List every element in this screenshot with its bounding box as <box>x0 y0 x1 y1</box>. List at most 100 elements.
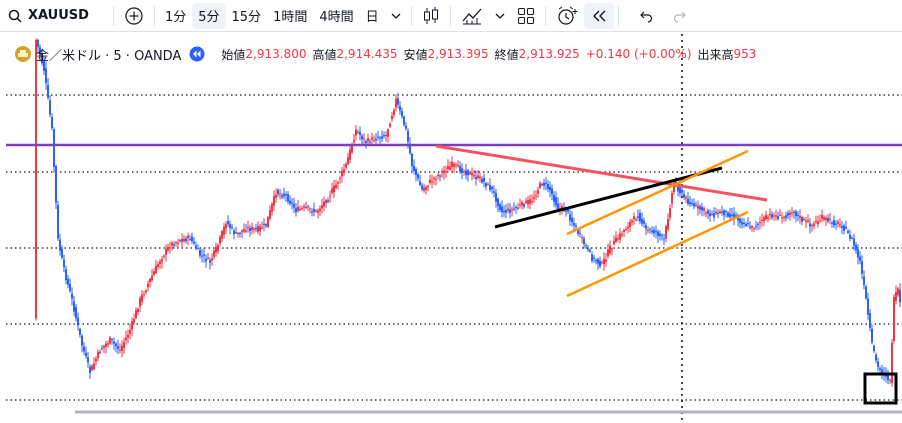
candle-body-30 <box>93 363 95 369</box>
interval-15m[interactable]: 15分 <box>231 10 262 25</box>
candle-body-270 <box>573 223 575 226</box>
ascending-trendline[interactable] <box>494 166 723 229</box>
channel-lower-line[interactable] <box>566 210 749 298</box>
interval-5m[interactable]: 5分 <box>192 2 226 29</box>
candle-body-11 <box>55 166 57 203</box>
candle-body-25 <box>83 346 85 352</box>
price-chart[interactable] <box>0 32 902 423</box>
candle-body-223 <box>479 176 481 179</box>
interval-1m[interactable]: 1分 <box>164 10 187 25</box>
candle-body-105 <box>243 229 245 232</box>
candle-body-147 <box>327 199 329 202</box>
candle-body-2 <box>37 40 39 48</box>
candle-body-248 <box>529 199 531 204</box>
candle-body-51 <box>135 310 137 319</box>
candle-body-103 <box>239 232 241 234</box>
candle-body-39 <box>111 339 113 341</box>
alert-button[interactable] <box>550 3 584 29</box>
redo-button[interactable] <box>667 3 695 29</box>
candle-body-378 <box>789 212 791 215</box>
candle-body-146 <box>325 200 327 203</box>
candle-body-196 <box>425 186 427 190</box>
candle-body-5 <box>43 61 45 71</box>
candle-body-334 <box>701 207 703 211</box>
candle-body-131 <box>295 208 297 212</box>
toolbar-divider <box>544 5 546 26</box>
candle-body-16 <box>65 269 67 281</box>
candle-body-66 <box>165 248 167 255</box>
candle-body-409 <box>851 237 853 239</box>
chevron-down-icon <box>495 13 505 19</box>
candle-body-200 <box>433 178 435 179</box>
candle-body-341 <box>715 211 717 214</box>
candle-body-42 <box>117 346 119 349</box>
candle-body-272 <box>577 230 579 234</box>
top-toolbar: XAUUSD 1分 5分 15分 1時間 4時間 日 <box>0 0 902 32</box>
candle-body-424 <box>881 369 883 374</box>
candle-body-285 <box>603 258 605 265</box>
candle-body-267 <box>567 208 569 212</box>
candle-body-163 <box>359 132 361 135</box>
candle-body-380 <box>793 211 795 213</box>
candle-body-156 <box>345 163 347 168</box>
candle-body-35 <box>103 345 105 348</box>
candle-body-412 <box>857 249 859 258</box>
interval-4h[interactable]: 4時間 <box>319 10 354 25</box>
candle-body-139 <box>311 211 313 213</box>
low-value: 2,913.395 <box>427 47 489 61</box>
candle-body-428 <box>889 379 891 381</box>
candle-body-9 <box>51 116 53 128</box>
candle-body-167 <box>367 138 369 142</box>
candle-body-182 <box>397 98 399 105</box>
indicators-button[interactable] <box>455 3 489 29</box>
undo-icon <box>639 11 652 23</box>
channel-upper-line[interactable] <box>566 149 749 236</box>
candle-body-377 <box>787 212 789 216</box>
indicators-dropdown[interactable] <box>489 3 511 29</box>
candle-body-310 <box>653 229 655 234</box>
candle-body-273 <box>579 232 581 234</box>
candle-body-245 <box>523 204 525 207</box>
candle-body-43 <box>119 349 121 351</box>
candle-body-92 <box>217 245 219 252</box>
candle-body-67 <box>167 246 169 251</box>
interval-1h[interactable]: 1時間 <box>273 10 308 25</box>
candle-body-118 <box>269 210 271 219</box>
layout-button[interactable] <box>511 3 541 29</box>
chart-type-button[interactable] <box>416 3 446 29</box>
symbol-search[interactable]: XAUUSD <box>2 3 95 29</box>
candle-body-238 <box>509 209 511 213</box>
candle-body-41 <box>115 343 117 347</box>
candle-body-84 <box>201 255 203 257</box>
candle-body-1 <box>35 39 37 319</box>
candle-body-312 <box>657 231 659 236</box>
candle-body-209 <box>451 162 453 167</box>
candle-body-32 <box>97 351 99 359</box>
candle-body-148 <box>329 195 331 197</box>
interval-1d[interactable]: 日 <box>365 10 379 25</box>
candle-body-295 <box>623 230 625 232</box>
candle-body-205 <box>443 170 445 174</box>
candle-body-278 <box>589 249 591 252</box>
undo-button[interactable] <box>631 3 659 29</box>
candle-body-49 <box>131 321 133 330</box>
candle-body-224 <box>481 178 483 183</box>
candle-body-218 <box>469 172 471 174</box>
descending-trendline[interactable] <box>435 144 768 202</box>
highlight-box[interactable] <box>863 372 898 405</box>
redo-icon <box>673 11 686 23</box>
candle-body-192 <box>417 174 419 179</box>
replay-button[interactable] <box>583 2 614 29</box>
candle-body-432 <box>897 288 899 295</box>
candle-body-170 <box>373 140 375 142</box>
candle-body-28 <box>89 366 91 373</box>
toolbar-divider <box>112 5 114 26</box>
add-symbol-button[interactable] <box>118 3 150 29</box>
candle-body-150 <box>333 185 335 193</box>
candle-body-102 <box>237 233 239 235</box>
interval-dropdown[interactable] <box>385 3 407 29</box>
replay-back-icon[interactable] <box>189 46 205 62</box>
high-label: 高値 <box>312 47 337 62</box>
candle-body-308 <box>649 229 651 231</box>
candle-body-38 <box>109 337 111 344</box>
